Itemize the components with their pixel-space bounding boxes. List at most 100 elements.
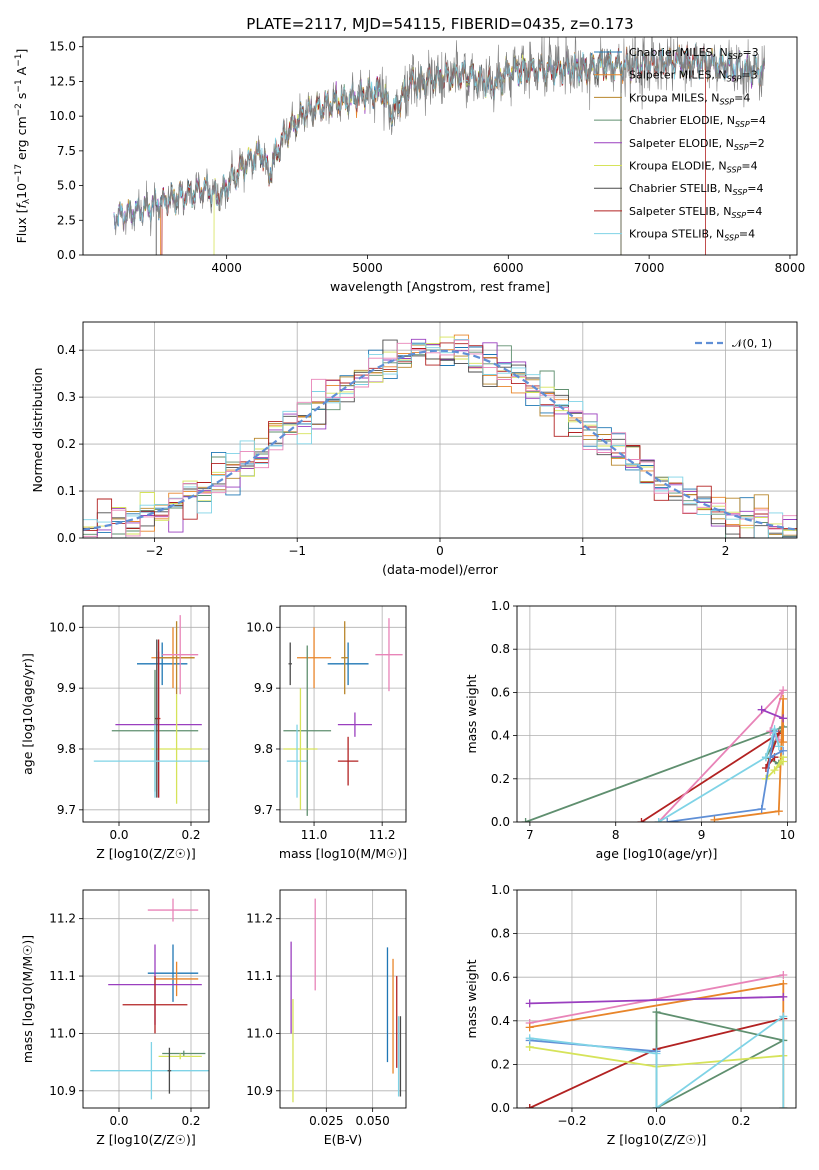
y-tick-label: 9.8 [57,742,76,756]
grid-lines [280,606,406,822]
y-tick-label: 0.1 [57,484,76,498]
x-tick-label: 5000 [352,261,383,275]
mass-vs-metallicity-panel: 0.0 0.2 10.9 11.0 11.1 11.2 Z [log10(Z/Z☉)] mas… [20,889,210,1147]
weight-marker [757,705,766,714]
weight-marker [770,725,779,734]
weight-line [529,995,784,1005]
legend-label: Salpeter MILES, NSSP=3 [629,69,758,84]
y-tick-label: 11.2 [246,912,273,926]
weight-marker [710,815,719,822]
weight-line [658,725,780,822]
weight-marker [779,1012,788,1021]
weight-marker [637,818,646,822]
legend-label: Chabrier ELODIE, NSSP=4 [629,114,766,129]
y-tick-label: 0.4 [57,343,76,357]
plot-area [290,898,402,1103]
legend-label: Chabrier MILES, NSSP=3 [629,46,759,61]
y-tick-label: 5.0 [57,179,76,193]
tick-labels: 11.0 11.2 9.7 9.8 9.9 10.0 [246,620,395,842]
x-tick-label: 11.0 [301,828,328,842]
plot-area [521,686,788,822]
age-vs-metallicity-panel: 0.0 0.2 9.7 9.8 9.9 10.0 Z [log10(Z/Z☉)] age [l… [20,605,210,861]
axes-frame [82,321,798,539]
observed-spectrum-line [113,37,765,237]
model-spectrum-line [161,44,706,255]
x-tick-label: −2 [146,544,164,558]
y-tick-label: 9.8 [254,742,273,756]
y-axis-label: mass [log10(M/M☉)] [20,935,35,1063]
axes-frame [82,605,210,823]
weight-marker [652,1049,661,1058]
y-tick-label: 9.7 [254,803,273,817]
y-tick-label: 0.4 [491,1014,510,1028]
x-tick-label: 0.050 [355,1114,389,1128]
x-tick-label: 0.0 [109,1114,128,1128]
x-tick-label: 0.2 [181,1114,200,1128]
axes-frame [516,889,797,1109]
x-tick-label: 4000 [211,261,242,275]
grid-lines [83,890,209,1108]
y-tick-label: 11.1 [246,969,273,983]
y-tick-label: 15.0 [49,40,76,54]
y-tick-label: 11.1 [49,969,76,983]
y-tick-label: 0.0 [57,531,76,545]
weight-line [529,974,784,1024]
axes-frame [279,889,407,1109]
y-axis-label: mass weight [464,674,479,753]
plot-area [90,898,209,1100]
tick-labels: 0.0 0.2 10.9 11.0 11.1 11.2 [49,912,200,1128]
x-tick-label: 0.2 [731,1114,750,1128]
x-axis-label: Z [log10(Z/Z☉)] [96,1132,196,1147]
tick-labels: −2 −1 0 1 2 0.0 0.1 0.2 0.3 0.4 [57,343,730,558]
tick-labels: 7 8 9 10 0.0 0.2 0.4 0.6 0.8 1.0 [491,599,795,842]
x-tick-label: 11.2 [369,828,396,842]
plot-area [93,615,209,804]
x-tick-label: 0.0 [109,828,128,842]
plot-area [283,618,403,816]
plot-area [525,971,788,1108]
mass-vs-extinction-panel: 0.025 0.050 10.9 11.0 11.1 11.2 E(B-V) [246,889,407,1147]
y-tick-label: 10.9 [246,1084,273,1098]
weight-marker [779,971,788,980]
y-axis-label: Flux [fλ10−17 erg cm−2 s−1 A−1] [14,49,32,244]
grid-lines [280,890,406,1108]
weight-marker [779,738,788,747]
y-tick-label: 0.4 [491,729,510,743]
residual-histogram-panel: −2 −1 0 1 2 0.0 0.1 0.2 0.3 0.4 (data-model)/error… [30,321,798,577]
legend-label: Kroupa MILES, NSSP=4 [629,91,750,106]
y-tick-label: 11.0 [246,1026,273,1040]
weight-marker [663,818,672,822]
weight-marker [774,742,783,751]
weight-marker [757,805,766,814]
tick-labels: −0.2 0.0 0.2 0.0 0.2 0.4 0.6 0.8 1.0 [491,883,751,1128]
x-tick-label: 8 [612,828,620,842]
y-tick-label: 11.0 [49,1026,76,1040]
y-tick-label: 9.7 [57,803,76,817]
x-axis-label: mass [log10(M/M☉)] [279,846,407,861]
age-vs-mass-panel: 11.0 11.2 9.7 9.8 9.9 10.0 mass [log10(M/M☉)] [246,605,407,861]
x-axis-label: (data-model)/error [382,562,499,577]
x-tick-label: 6000 [493,261,524,275]
x-tick-label: 1 [579,544,587,558]
y-tick-label: 11.2 [49,912,76,926]
model-spectrum-line [155,51,622,255]
weight-marker [525,1034,534,1043]
axes-frame [516,605,797,823]
x-tick-label: −0.2 [557,1114,586,1128]
grid-lines [83,606,209,822]
figure-title: PLATE=2117, MJD=54115, FIBERID=0435, z=0… [246,15,633,33]
weight-line [525,725,786,822]
tick-labels: 4000 5000 6000 7000 8000 0.0 2.5 5.0 7.5 10.0 12.5… [49,40,805,275]
tick-labels: 0.025 0.050 10.9 11.0 11.1 11.2 [246,912,390,1128]
axes-frame [82,889,210,1109]
x-axis-label: Z [log10(Z/Z☉)] [96,846,196,861]
y-tick-label: 10.0 [49,109,76,123]
weight-marker [525,1023,534,1032]
legend: Chabrier MILES, NSSP=3 Salpeter MILES, NS… [594,46,766,243]
weight-marker [525,999,534,1008]
y-axis-label: Normed distribution [30,368,45,493]
x-tick-label: 9 [698,828,706,842]
weight-marker [779,694,788,703]
weight-marker [779,686,788,695]
